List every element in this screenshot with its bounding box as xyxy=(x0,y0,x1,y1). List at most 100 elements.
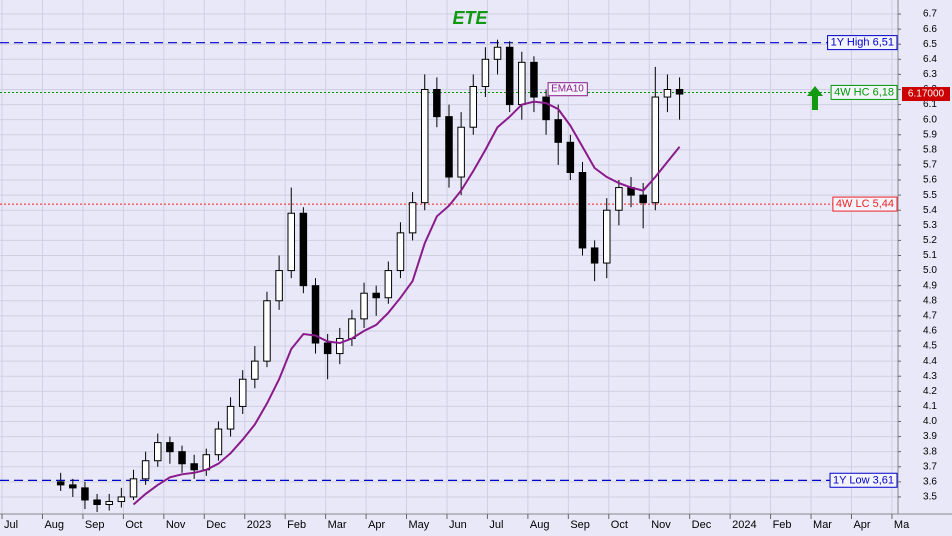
y-tick-label: 5.2 xyxy=(923,235,937,246)
y-tick-label: 3.9 xyxy=(923,431,937,442)
candle-body xyxy=(323,342,332,355)
ema-line xyxy=(132,100,681,506)
candle-body xyxy=(275,270,283,302)
reference-label-box xyxy=(827,35,898,51)
candle-body xyxy=(226,405,235,430)
candle-body xyxy=(493,46,502,60)
y-tick-label: 4.9 xyxy=(923,280,937,291)
candle-body xyxy=(420,88,429,204)
candle-body xyxy=(348,318,356,339)
x-tick-label: Mar xyxy=(328,519,347,531)
y-tick-label: 6.3 xyxy=(923,69,937,80)
candle-body xyxy=(105,500,113,505)
candle-body xyxy=(554,119,562,143)
candle-body xyxy=(166,442,174,453)
x-tick-label: Sep xyxy=(85,519,105,531)
y-tick-label: 6.6 xyxy=(923,24,937,35)
candle-body xyxy=(360,292,368,320)
y-tick-label: 4.3 xyxy=(923,371,937,382)
candle-body xyxy=(81,487,89,501)
x-tick-label: Jul xyxy=(4,519,18,531)
candle-body xyxy=(603,209,611,264)
candle-body xyxy=(372,292,380,299)
y-tick-label: 5.8 xyxy=(923,144,937,155)
candle-body xyxy=(639,194,647,204)
reference-label: 4W LC 5,44 xyxy=(836,198,894,210)
candle-body xyxy=(651,96,660,204)
candle-body xyxy=(530,61,538,98)
y-tick-label: 3.7 xyxy=(923,461,937,472)
y-tick-label: 5.4 xyxy=(923,205,937,216)
x-tick-label: Ma xyxy=(894,519,910,531)
y-tick-label: 6.5 xyxy=(923,39,937,50)
reference-label: 1Y Low 3,61 xyxy=(833,474,894,486)
candle-body xyxy=(445,116,453,178)
candle-body xyxy=(311,285,320,344)
x-tick-label: Jul xyxy=(489,519,503,531)
x-tick-label: Mar xyxy=(813,519,832,531)
candle-body xyxy=(299,212,308,287)
reference-label-box xyxy=(830,84,898,100)
candle-body xyxy=(396,232,405,272)
x-tick-label: Nov xyxy=(166,519,186,531)
x-tick-label: Oct xyxy=(125,519,142,531)
y-tick-label: 5.9 xyxy=(923,129,937,140)
legend-box xyxy=(547,82,588,97)
reference-label: 4W HC 6,18 xyxy=(834,86,894,98)
x-tick-label: Apr xyxy=(853,519,870,531)
y-tick-label: 3.6 xyxy=(923,476,937,487)
x-tick-label: Dec xyxy=(692,519,712,531)
candle-body xyxy=(154,442,162,462)
y-tick-label: 6.4 xyxy=(923,54,937,65)
candle-body xyxy=(336,337,344,355)
y-tick-label: 5.5 xyxy=(923,190,937,201)
y-tick-label: 6.1 xyxy=(923,99,937,110)
y-tick-label: 5.0 xyxy=(923,265,937,276)
candle-body xyxy=(481,58,490,87)
candle-body xyxy=(384,270,393,299)
candle-body xyxy=(578,171,587,249)
last-price-box xyxy=(902,87,950,102)
candle-body xyxy=(615,187,623,211)
candle-body xyxy=(542,96,550,121)
candle-body xyxy=(518,61,526,106)
x-tick-label: Oct xyxy=(611,519,628,531)
reference-label-box xyxy=(832,196,898,212)
x-tick-label: Aug xyxy=(44,519,64,531)
y-tick-label: 4.7 xyxy=(923,310,937,321)
candle-body xyxy=(251,360,259,380)
candle-body xyxy=(56,481,65,486)
chart-title: ETE xyxy=(452,8,488,28)
x-tick-label: Apr xyxy=(368,519,385,531)
candle-body xyxy=(93,499,101,505)
x-tick-label: Feb xyxy=(773,519,792,531)
y-tick-label: 5.1 xyxy=(923,250,937,261)
legend-label: EMA10 xyxy=(551,84,584,95)
plot-area xyxy=(0,39,898,513)
x-tick-label: Nov xyxy=(651,519,671,531)
candle-body xyxy=(69,484,77,489)
y-tick-label: 3.8 xyxy=(923,446,937,457)
axes: 3.5 3.6 3.7 3.8 3.9 4.0 4.1 4.2 4.3 4.4 4.5 4.6 4.7 4… xyxy=(1,9,950,531)
up-arrow-icon xyxy=(807,86,823,110)
last-price-label: 6.17000 xyxy=(908,89,945,100)
x-tick-label: 2024 xyxy=(732,519,756,531)
x-tick-label: 2023 xyxy=(247,519,271,531)
y-tick-label: 4.5 xyxy=(923,341,937,352)
y-tick-label: 3.5 xyxy=(923,492,937,503)
y-tick-label: 4.8 xyxy=(923,295,937,306)
candle-body xyxy=(663,88,672,98)
candle-body xyxy=(457,126,465,178)
candle-body xyxy=(190,463,198,471)
x-tick-label: Jun xyxy=(449,519,467,531)
candle-body xyxy=(117,496,126,502)
candle-body xyxy=(178,451,186,465)
candle-body xyxy=(675,88,684,95)
y-tick-label: 4.0 xyxy=(923,416,937,427)
candle-body xyxy=(505,46,514,106)
candle-body xyxy=(238,378,247,407)
y-tick-label: 6.0 xyxy=(923,114,937,125)
x-tick-label: Feb xyxy=(287,519,306,531)
